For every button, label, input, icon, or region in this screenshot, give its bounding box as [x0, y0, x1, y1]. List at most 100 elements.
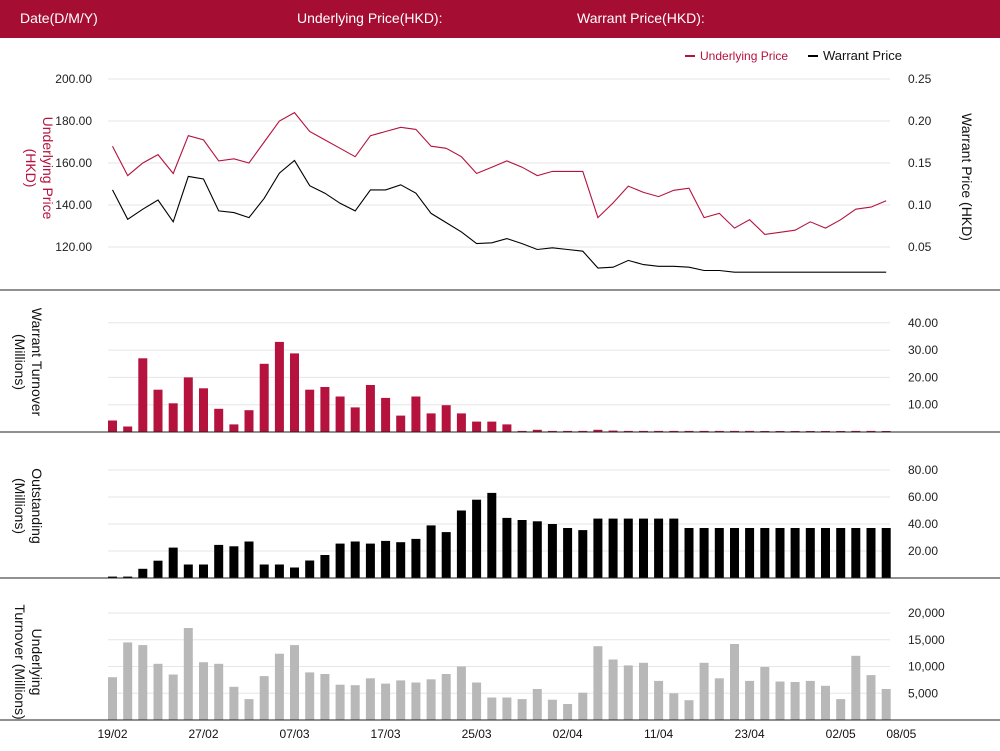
outstanding-bar	[623, 518, 633, 578]
warrant-turnover-bar	[487, 421, 497, 432]
underlying-turnover-bar	[411, 682, 421, 720]
warrant-turnover-bar	[305, 389, 315, 432]
underlying-price-line	[112, 111, 887, 235]
underlying-turnover-bar	[547, 699, 557, 720]
underlying-turnover-bar	[441, 674, 451, 720]
outstanding-bar	[426, 525, 436, 579]
outstanding-bar	[138, 568, 148, 578]
underlying-turnover-bar	[714, 678, 724, 720]
underlying-turnover-bar	[214, 663, 224, 720]
y-tick-label: 80.00	[908, 463, 938, 477]
underlying-turnover-bar	[760, 667, 770, 720]
warrant-turnover-bar	[684, 430, 694, 432]
outstanding-bar	[669, 518, 679, 578]
warrant-price-label: Warrant Price(HKD):	[577, 10, 705, 26]
underlying-turnover-y-axis-title-line2: Turnover (Millions)	[12, 604, 28, 719]
header-bar: Date(D/M/Y) Underlying Price(HKD): Warra…	[0, 0, 1000, 38]
warrant-turnover-y-axis-title-line2: (Millions)	[12, 334, 28, 390]
outstanding-bar	[183, 564, 193, 578]
warrant-turnover-bar	[593, 429, 603, 432]
outstanding-bar	[411, 538, 421, 579]
underlying-turnover-bar	[654, 680, 664, 720]
underlying-turnover-bar	[123, 642, 133, 720]
warrant-turnover-bar	[532, 429, 542, 432]
warrant-price-line	[112, 159, 887, 273]
warrant-turnover-bar	[168, 403, 178, 432]
warrant-turnover-bar	[396, 415, 406, 432]
outstanding-y-axis-title: Outstanding(Millions)	[12, 468, 45, 544]
underlying-turnover-bar	[381, 683, 391, 720]
warrant-turnover-bar	[699, 430, 709, 432]
y-tick-label-right: 0.15	[908, 156, 932, 170]
outstanding-bar	[517, 520, 527, 579]
underlying-turnover-bar	[396, 680, 406, 720]
underlying-turnover-bar	[563, 704, 573, 721]
outstanding-y-axis-title-line1: Outstanding	[29, 468, 45, 544]
y-tick-label-right: 0.05	[908, 240, 932, 254]
warrant-turnover-bar	[472, 421, 482, 432]
outstanding-bar	[547, 524, 557, 578]
underlying-turnover-bar	[472, 682, 482, 720]
outstanding-bar	[790, 528, 800, 578]
underlying-turnover-bar	[805, 680, 815, 720]
x-tick-label: 19/02	[97, 727, 127, 741]
underlying-turnover-bar	[108, 677, 117, 720]
outstanding-bar	[153, 560, 163, 578]
outstanding-bar	[563, 528, 573, 578]
outstanding-bar	[593, 518, 603, 578]
warrant-turnover-bar	[365, 385, 375, 432]
warrant-turnover-y-axis-title: Warrant Turnover(Millions)	[12, 308, 45, 417]
underlying-turnover-bar	[608, 659, 618, 720]
underlying-turnover-bar	[639, 662, 648, 720]
underlying-turnover-bar	[821, 685, 830, 720]
underlying-turnover-bar	[274, 653, 284, 720]
x-tick-label: 23/04	[735, 727, 765, 741]
warrant-turnover-bar	[623, 430, 633, 432]
y-tick-label: 5,000	[908, 686, 938, 700]
outstanding-bar	[229, 546, 239, 578]
underlying-turnover-bar	[532, 689, 542, 720]
warrant-turnover-bar	[183, 377, 193, 432]
outstanding-bar	[290, 567, 299, 578]
warrant-turnover-bar	[123, 426, 133, 432]
x-tick-label: 02/04	[553, 727, 583, 741]
underlying-turnover-bar	[290, 645, 299, 720]
y-tick-label-left: 120.00	[55, 240, 92, 254]
outstanding-bar	[123, 576, 133, 578]
warrant-turnover-bar	[714, 430, 724, 432]
underlying-turnover-bar	[244, 699, 254, 720]
outstanding-bar	[881, 528, 891, 578]
outstanding-bar	[866, 528, 876, 578]
warrant-turnover-bar	[411, 396, 421, 432]
warrant-turnover-bar	[547, 430, 557, 432]
underlying-turnover-bar	[836, 699, 846, 720]
warrant-turnover-bar	[456, 413, 466, 432]
outstanding-bar	[108, 576, 117, 578]
y-tick-label: 40.00	[908, 517, 938, 531]
warrant-turnover-bar	[274, 341, 284, 432]
underlying-turnover-bar	[851, 655, 861, 720]
warrant-turnover-bar	[563, 430, 573, 432]
underlying-turnover-bar	[350, 685, 360, 720]
underlying-turnover-y-axis-title: UnderlyingTurnover (Millions)	[12, 604, 45, 719]
underlying-turnover-bar	[502, 697, 512, 720]
outstanding-bar	[274, 564, 284, 578]
y-tick-label-left: 140.00	[55, 198, 92, 212]
y-axis-title-right: Warrant Price (HKD)	[959, 113, 975, 241]
y-tick-label: 20.00	[908, 370, 938, 384]
y-tick-label-left: 180.00	[55, 114, 92, 128]
underlying-turnover-bar	[138, 645, 148, 720]
outstanding-bar	[441, 532, 451, 578]
x-tick-label: 17/03	[371, 727, 401, 741]
warrant-turnover-bar	[639, 430, 648, 432]
outstanding-bar	[608, 518, 618, 578]
date-label: Date(D/M/Y)	[20, 10, 98, 26]
underlying-turnover-bar	[183, 628, 193, 720]
warrant-turnover-bar	[350, 407, 360, 432]
warrant-turnover-bar	[730, 430, 739, 432]
warrant-turnover-bar	[244, 410, 254, 432]
outstanding-bar	[305, 560, 315, 579]
underlying-turnover-bar	[669, 693, 679, 721]
outstanding-bar	[730, 528, 739, 578]
warrant-turnover-bar	[259, 363, 269, 433]
